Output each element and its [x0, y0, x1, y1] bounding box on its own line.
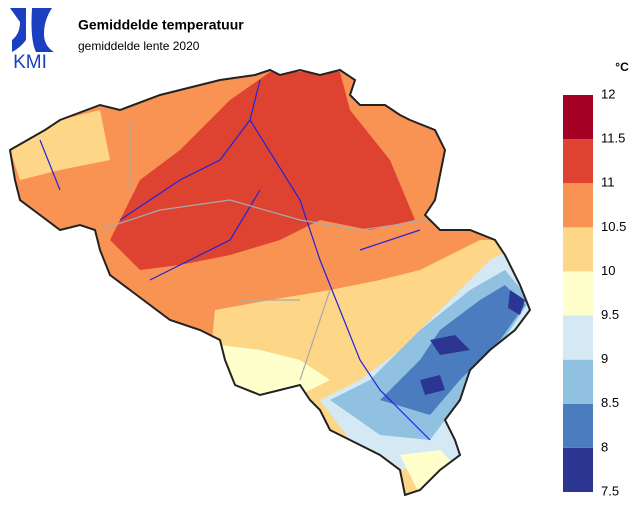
logo-text: KMI: [13, 52, 47, 73]
legend-tick-label: 9.5: [601, 307, 619, 322]
legend-swatch: [563, 183, 593, 228]
logo: KMI: [10, 8, 54, 73]
legend-tick-label: 11: [601, 175, 615, 190]
legend-tick-label: 7.5: [601, 483, 619, 498]
legend-unit: °C: [615, 60, 629, 74]
legend-swatch: [563, 359, 593, 404]
legend-swatch: [563, 447, 593, 492]
subtitle: gemiddelde lente 2020: [78, 39, 200, 53]
legend-tick-label: 11.5: [601, 131, 625, 146]
legend-tick-label: 8.5: [601, 395, 619, 410]
legend-swatch: [563, 403, 593, 448]
legend-tick-label: 10: [601, 263, 615, 278]
legend-swatch: [563, 315, 593, 360]
title: Gemiddelde temperatuur: [78, 17, 244, 33]
legend-swatch: [563, 95, 593, 140]
legend-swatch: [563, 271, 593, 316]
temperature-map: [10, 70, 530, 495]
legend-tick-label: 10.5: [601, 219, 626, 234]
legend: 7.5 8 8.5 9 9.5 10 10.5 11 11.5 12: [563, 86, 626, 498]
legend-tick-label: 12: [601, 86, 615, 101]
legend-swatch: [563, 139, 593, 184]
legend-tick-label: 8: [601, 439, 608, 454]
country-border: [8, 68, 532, 497]
legend-tick-label: 9: [601, 351, 608, 366]
legend-swatch: [563, 227, 593, 272]
